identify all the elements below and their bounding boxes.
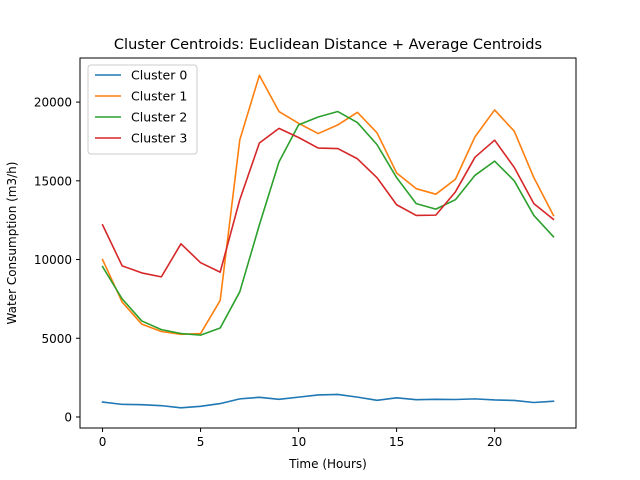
- chart-title: Cluster Centroids: Euclidean Distance + …: [114, 37, 542, 53]
- series-line-cluster-2: [101, 110, 555, 336]
- series-line-cluster-1: [101, 74, 555, 336]
- x-tick-label: 10: [291, 435, 306, 449]
- series-line-cluster-3: [101, 127, 555, 278]
- y-axis-label: Water Consumption (m3/h): [5, 162, 19, 325]
- x-axis-label: Time (Hours): [288, 457, 367, 471]
- x-tick-label: 15: [389, 435, 404, 449]
- x-axis-ticks: 0 5 10 15 20: [99, 428, 502, 449]
- series-layer: [101, 74, 555, 409]
- legend-box: [87, 64, 198, 155]
- plot-frame: [79, 57, 577, 429]
- y-tick-label: 10000: [34, 253, 72, 267]
- legend-label-cluster-3: Cluster 3: [131, 131, 187, 146]
- legend-label-cluster-0: Cluster 0: [131, 68, 187, 83]
- series-line-cluster-0: [101, 393, 555, 409]
- legend: Cluster 0 Cluster 1 Cluster 2 Cluster 3: [87, 64, 198, 155]
- x-tick-label: 0: [99, 435, 107, 449]
- y-axis-ticks: 0 5000 10000 15000 20000: [34, 96, 80, 424]
- x-tick-label: 5: [197, 435, 205, 449]
- legend-label-cluster-2: Cluster 2: [131, 110, 187, 125]
- y-tick-label: 15000: [34, 174, 72, 188]
- y-tick-label: 0: [64, 410, 72, 424]
- y-tick-label: 20000: [34, 96, 72, 110]
- x-tick-label: 20: [487, 435, 502, 449]
- legend-label-cluster-1: Cluster 1: [131, 89, 187, 104]
- y-tick-label: 5000: [41, 332, 72, 346]
